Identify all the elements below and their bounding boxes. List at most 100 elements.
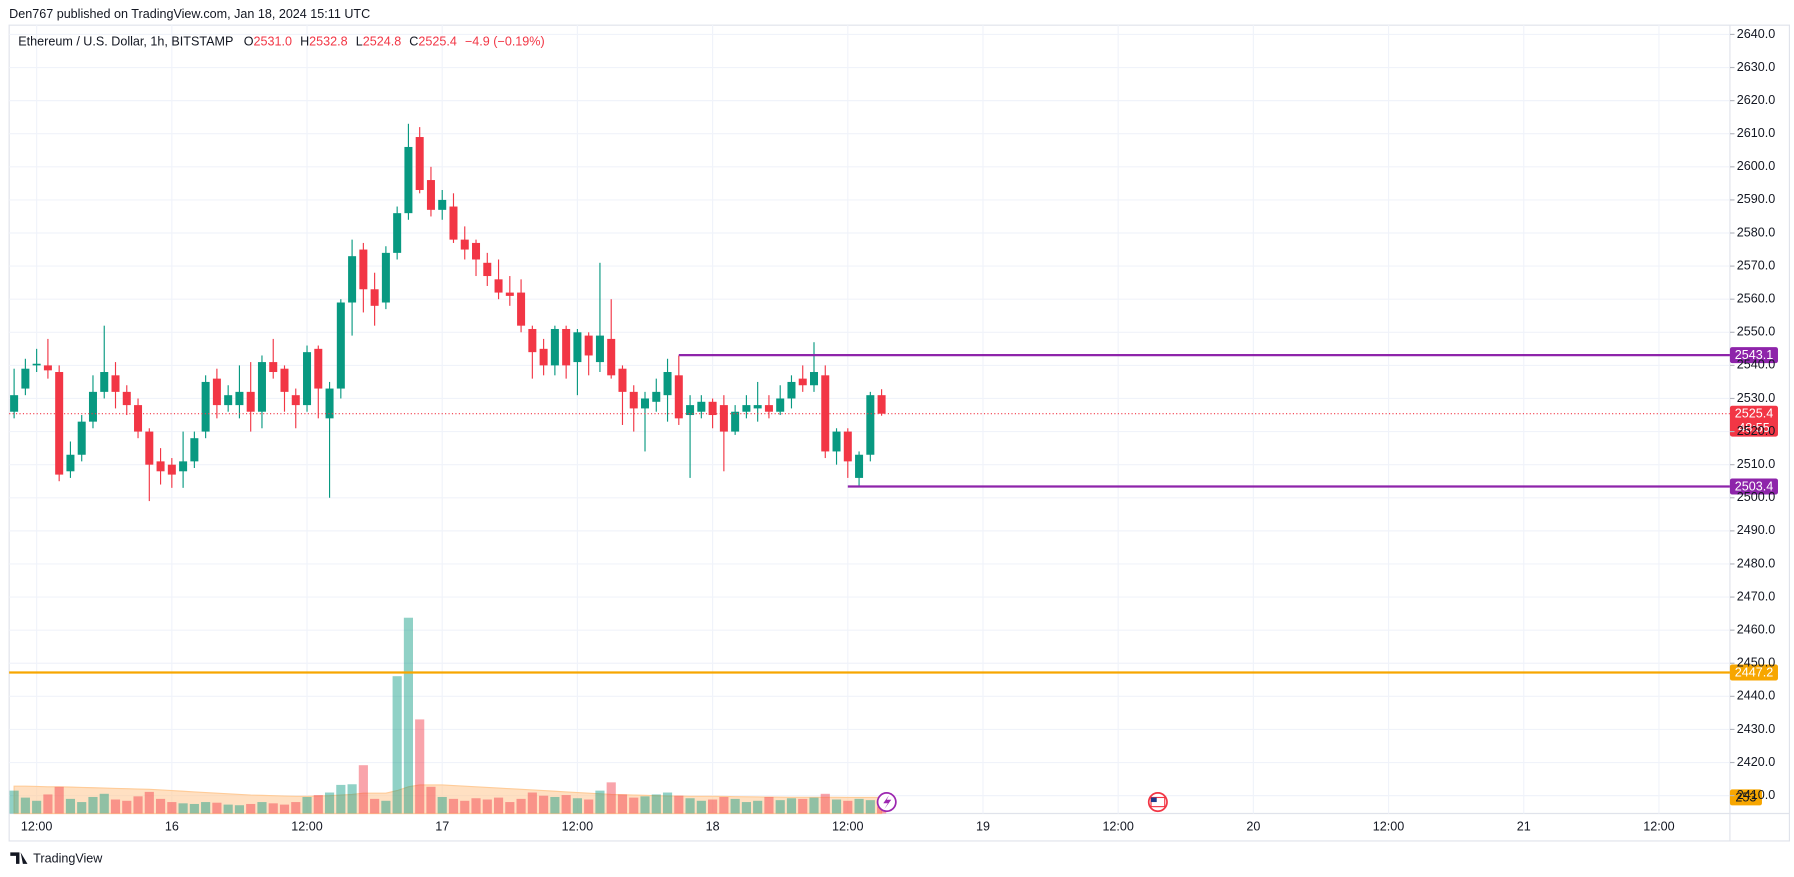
volume-bar [370,798,380,814]
candle-body [753,405,762,409]
y-tick-label: 2640.0 [1737,27,1775,41]
flag-canton [1150,797,1157,803]
y-tick-label: 2560.0 [1737,292,1775,306]
volume-bar [392,676,402,814]
volume-bar [178,803,188,814]
volume-bar [9,790,19,814]
candle-body [629,391,638,409]
candle-body [77,421,86,455]
x-tick-label: 12:00 [291,820,322,834]
candle-body [415,137,424,190]
volume-bar [629,797,639,814]
legend-o-value: 2531.0 [254,35,292,49]
level-label-box [1729,347,1778,364]
candle-body [528,328,537,353]
x-tick-label: 12:00 [562,820,593,834]
volume-bar [448,798,459,814]
candle-body [88,391,97,422]
volume-bar [43,794,53,814]
candle-body [472,242,481,260]
candle-body [674,375,683,419]
publisher: Den767 published on TradingView.com, Jan… [9,7,370,21]
volume-bar [651,794,661,814]
y-tick-label: 2630.0 [1737,60,1775,74]
volume-bar [831,799,842,814]
volume-bar [99,793,109,814]
volume-bar [88,796,98,814]
candle-body [100,372,109,392]
y-tick-label: 2460.0 [1737,622,1775,636]
volume-bar [775,800,785,814]
candle-body [618,368,627,392]
candle-body [134,405,143,432]
candle-body [573,332,582,363]
volume-bar [550,796,560,814]
candle-body [708,401,717,416]
candle-body [686,405,695,416]
legend: Ethereum / U.S. Dollar, 1h, BITSTAMP O25… [18,35,544,49]
volume-bar [302,796,312,814]
volume-bar [640,796,650,814]
frame [8,24,1790,842]
volume-bar [539,795,549,814]
x-tick-label: 20 [1246,820,1260,834]
axes: 2410.0 2420.0 2430.0 2440.0 2450.0 2460.0 2470… [21,27,1775,834]
x-tick-label: 18 [706,820,720,834]
volume-bar [617,794,628,814]
candle-body [314,348,323,389]
volume-bar [223,804,233,814]
volume-bar [201,802,211,814]
candle-body [607,338,616,376]
volume-bar [20,797,30,814]
y-tick-label: 2440.0 [1737,689,1775,703]
candle-body [32,363,41,366]
candle-body [798,378,807,386]
candle-body [719,405,728,432]
candle-body [438,199,447,210]
y-tick-label: 2490.0 [1737,523,1775,537]
volume-bar [381,800,391,814]
volume-bar [786,798,797,814]
volume-bar [482,799,492,814]
legend-l-value: 2524.8 [363,35,401,49]
x-tick-label: 17 [435,820,449,834]
volume-bar [268,803,278,814]
candle-body [877,395,886,414]
y-tick-label: 2580.0 [1737,225,1775,239]
volume-bar [110,799,121,814]
candle-body [505,292,514,296]
candle-body [483,262,492,277]
candle-body [122,391,131,406]
volume-bar [865,800,875,814]
volume-bar [212,802,222,814]
y-tick-label: 2540.0 [1737,358,1775,372]
volume-bar [572,798,582,814]
volume-bar [561,795,571,814]
candle-body [821,375,830,452]
volume-bar [65,798,76,814]
x-tick-label: 21 [1517,820,1531,834]
y-tick-label: 2510.0 [1737,457,1775,471]
candle-body [212,378,221,406]
volume-bar [696,800,706,814]
volume-bar [595,790,605,814]
candle-body [742,405,751,412]
volume-bar [358,765,368,814]
candle-body [348,256,357,303]
y-tick-label: 2530.0 [1737,391,1775,405]
candle-body [393,213,402,253]
candle-body [381,252,390,303]
level-label-box [1729,478,1778,495]
legend-h-value: 2532.8 [309,35,347,49]
candle-body [224,395,233,406]
candle-body [111,375,120,392]
y-tick-label: 2610.0 [1737,126,1775,140]
volume-bar [505,802,515,814]
candle-body [866,395,875,455]
candle-body [269,362,278,373]
x-tick-label: 12:00 [1643,820,1674,834]
candle-body [10,395,19,412]
candle-body [336,302,345,389]
last-price-box [1729,405,1778,437]
volume-bar [471,798,481,814]
